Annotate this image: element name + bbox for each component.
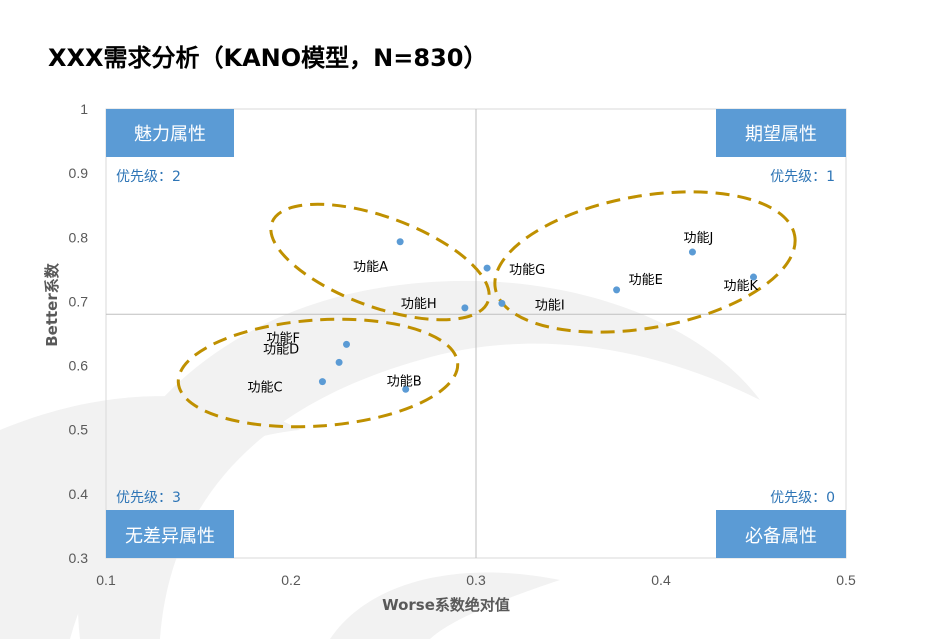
quadrant-label: 魅力属性 bbox=[134, 124, 206, 145]
data-point bbox=[461, 304, 469, 312]
point-label: 功能B bbox=[387, 374, 422, 389]
quadrant-top-left: 魅力属性 优先级：2 bbox=[106, 109, 234, 185]
y-tick-label: 0.9 bbox=[69, 165, 89, 181]
data-points: 功能A 功能B 功能C 功能D 功能E 功能F 功能G 功能H 功能I 功能J 功能K bbox=[247, 231, 758, 396]
priority-label: 优先级：0 bbox=[770, 490, 835, 506]
priority-label: 优先级：3 bbox=[116, 490, 181, 506]
point-label: 功能A bbox=[353, 260, 388, 275]
data-point bbox=[335, 358, 343, 366]
background-watermark bbox=[0, 280, 760, 639]
y-tick-label: 0.8 bbox=[69, 229, 89, 245]
quadrant-bottom-left: 无差异属性 优先级：3 bbox=[106, 490, 234, 558]
x-axis-title: Worse系数绝对值 bbox=[382, 596, 510, 614]
quadrant-label: 必备属性 bbox=[745, 526, 817, 547]
quadrant-label: 无差异属性 bbox=[125, 526, 215, 547]
quadrant-label-box bbox=[716, 510, 846, 558]
y-tick-label: 0.5 bbox=[69, 422, 89, 438]
x-axis-ticks: 0.1 0.2 0.3 0.4 0.5 bbox=[96, 572, 856, 588]
quadrant-label-box bbox=[106, 510, 234, 558]
x-tick-label: 0.2 bbox=[281, 572, 301, 588]
x-tick-label: 0.3 bbox=[466, 572, 486, 588]
quadrant-bottom-right: 必备属性 优先级：0 bbox=[716, 490, 846, 558]
data-point bbox=[750, 273, 757, 281]
data-point bbox=[498, 299, 506, 307]
cluster-ellipse-attractive bbox=[269, 202, 491, 322]
cluster-ellipse-indifferent bbox=[176, 317, 460, 429]
point-label: 功能E bbox=[629, 273, 663, 288]
x-tick-label: 0.5 bbox=[836, 572, 856, 588]
data-point bbox=[688, 248, 696, 256]
y-tick-label: 0.6 bbox=[69, 358, 89, 374]
priority-label: 优先级：2 bbox=[116, 169, 181, 185]
chart-title: XXX需求分析（KANO模型，N=830） bbox=[48, 44, 487, 72]
y-tick-label: 0.7 bbox=[69, 293, 89, 309]
data-point bbox=[343, 340, 350, 348]
data-point bbox=[396, 238, 404, 246]
quadrant-label-box bbox=[716, 109, 846, 157]
point-label: 功能D bbox=[263, 342, 299, 357]
quadrant-label-box bbox=[106, 109, 234, 157]
data-point bbox=[402, 385, 410, 393]
y-tick-label: 1 bbox=[80, 101, 88, 117]
data-point bbox=[483, 264, 491, 272]
y-axis-title: Better系数 bbox=[43, 262, 61, 347]
point-label: 功能G bbox=[509, 263, 545, 278]
cluster-ellipse-expected bbox=[493, 190, 797, 334]
point-label: 功能I bbox=[535, 298, 565, 313]
cluster-ellipses bbox=[176, 190, 797, 429]
point-label: 功能K bbox=[724, 279, 759, 294]
x-tick-label: 0.1 bbox=[96, 572, 116, 588]
data-point bbox=[318, 378, 326, 386]
y-axis-ticks: 0.3 0.4 0.5 0.6 0.7 0.8 0.9 1 bbox=[69, 101, 89, 566]
quadrant-label: 期望属性 bbox=[745, 124, 817, 145]
point-label: 功能H bbox=[401, 297, 437, 312]
data-point bbox=[613, 286, 621, 294]
x-tick-label: 0.4 bbox=[651, 572, 671, 588]
y-tick-label: 0.4 bbox=[69, 486, 89, 502]
y-tick-label: 0.3 bbox=[69, 550, 89, 566]
point-label: 功能C bbox=[247, 381, 282, 396]
point-label: 功能J bbox=[683, 231, 713, 246]
quadrant-top-right: 期望属性 优先级：1 bbox=[716, 109, 846, 185]
priority-label: 优先级：1 bbox=[770, 169, 835, 185]
point-label: 功能F bbox=[267, 331, 300, 346]
